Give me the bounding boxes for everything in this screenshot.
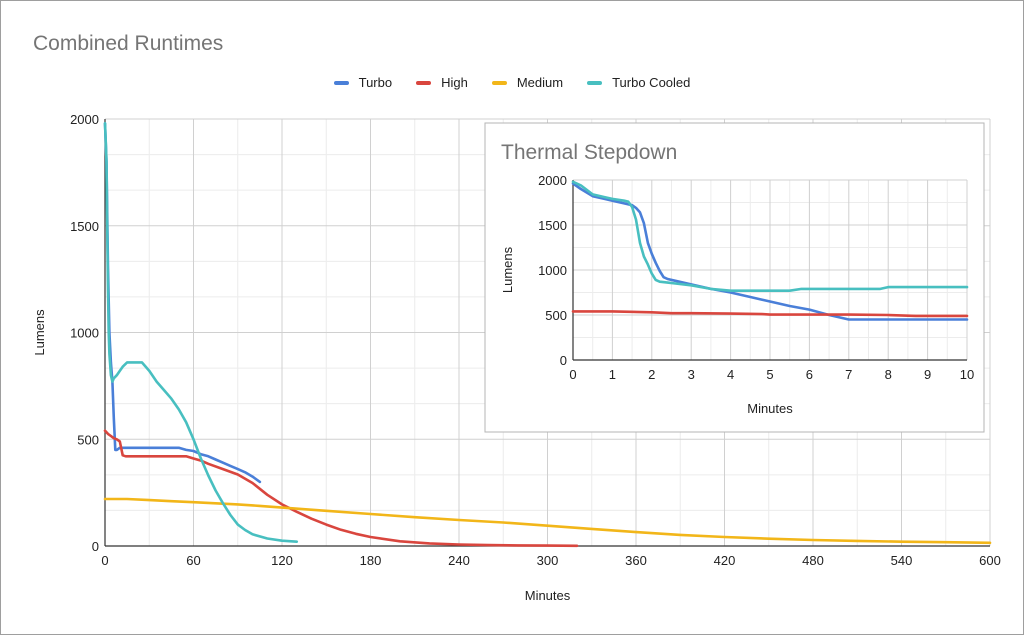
series-line-turbo-cooled [571, 180, 969, 293]
x-tick-label: 4 [727, 367, 734, 382]
y-axis-label: Lumens [500, 246, 515, 293]
x-tick-label: 540 [891, 553, 913, 568]
y-tick-label: 2000 [538, 173, 567, 188]
series-line-turbo [103, 122, 262, 484]
legend-swatch-turbo [333, 80, 349, 85]
y-tick-label: 500 [77, 432, 99, 447]
x-tick-label: 600 [979, 553, 1001, 568]
x-tick-label: 360 [625, 553, 647, 568]
legend-item-turbo-cooled[interactable]: Turbo Cooled [587, 75, 690, 90]
x-tick-label: 420 [714, 553, 736, 568]
x-tick-label: 2 [648, 367, 655, 382]
y-tick-label: 1000 [538, 263, 567, 278]
series-line-high [103, 429, 579, 548]
y-tick-label: 1500 [70, 219, 99, 234]
legend-item-high[interactable]: High [416, 75, 468, 90]
series-line-turbo-cooled [103, 122, 299, 544]
x-tick-label: 1 [609, 367, 616, 382]
legend-label: Turbo [358, 75, 393, 90]
legend-swatch-high [416, 80, 432, 85]
x-tick-label: 0 [569, 367, 576, 382]
y-tick-label: 1500 [538, 218, 567, 233]
x-axis-label: Minutes [525, 588, 571, 603]
x-tick-label: 8 [885, 367, 892, 382]
x-tick-label: 300 [537, 553, 559, 568]
x-tick-label: 7 [845, 367, 852, 382]
y-tick-label: 0 [92, 539, 99, 554]
inset-panel [484, 122, 985, 433]
x-tick-label: 6 [806, 367, 813, 382]
x-tick-label: 0 [101, 553, 108, 568]
inset-title: Thermal Stepdown [501, 141, 677, 164]
y-tick-label: 500 [545, 308, 567, 323]
legend-label: Medium [516, 75, 564, 90]
y-tick-label: 1000 [70, 326, 99, 341]
x-tick-label: 240 [448, 553, 470, 568]
x-tick-label: 120 [271, 553, 293, 568]
legend-swatch-medium [491, 80, 507, 85]
x-tick-label: 9 [924, 367, 931, 382]
series-line-high [571, 310, 969, 318]
x-tick-label: 10 [960, 367, 974, 382]
legend-label: Turbo Cooled [612, 75, 691, 90]
x-axis-label: Minutes [747, 401, 793, 416]
inset-chart: 0 1 2 3 4 5 6 7 8 9 10 0 500 1000 1500 2000 Minutes Lumen… [500, 173, 974, 416]
y-axis-label: Lumens [32, 309, 47, 356]
legend-label: High [441, 75, 468, 90]
legend-swatch-turbo-cooled [587, 80, 603, 85]
y-tick-label: 2000 [70, 112, 99, 127]
x-tick-label: 5 [766, 367, 773, 382]
legend: Turbo High Medium Turbo Cooled [0, 75, 1024, 90]
x-tick-label: 3 [688, 367, 695, 382]
x-tick-label: 180 [360, 553, 382, 568]
series-line-medium [103, 497, 992, 545]
legend-item-turbo[interactable]: Turbo [333, 75, 393, 90]
chart-title: Combined Runtimes [33, 32, 224, 55]
y-tick-label: 0 [560, 353, 567, 368]
legend-item-medium[interactable]: Medium [491, 75, 564, 90]
x-tick-label: 60 [186, 553, 200, 568]
x-tick-label: 480 [802, 553, 824, 568]
